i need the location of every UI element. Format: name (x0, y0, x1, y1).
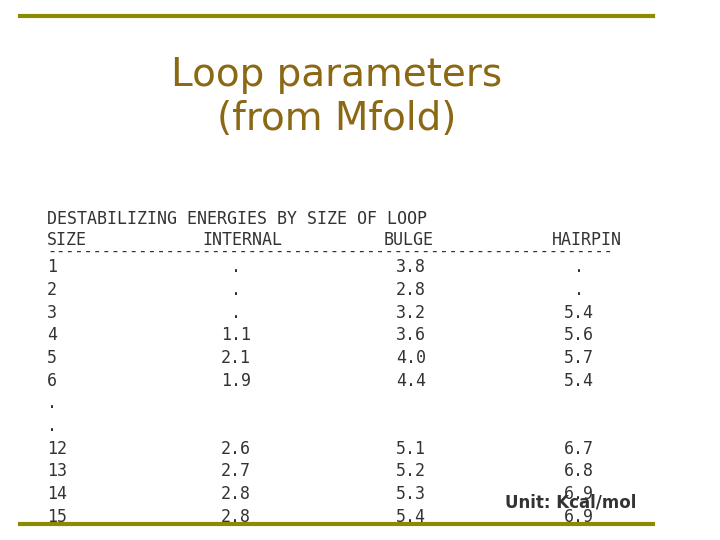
Text: 12: 12 (47, 440, 67, 458)
Text: Loop parameters
(from Mfold): Loop parameters (from Mfold) (171, 56, 502, 138)
Text: 3: 3 (47, 303, 57, 322)
Text: .: . (230, 258, 240, 276)
Text: 1.9: 1.9 (220, 372, 251, 390)
Text: --------------------------------------------------------------: ----------------------------------------… (47, 244, 613, 259)
Text: BULGE: BULGE (384, 231, 433, 249)
Text: 6.9: 6.9 (564, 508, 594, 526)
Text: 2.1: 2.1 (220, 349, 251, 367)
Text: 4.0: 4.0 (396, 349, 426, 367)
Text: 5.4: 5.4 (564, 372, 594, 390)
Text: 2.8: 2.8 (396, 281, 426, 299)
Text: HAIRPIN: HAIRPIN (552, 231, 622, 249)
Text: 2.6: 2.6 (220, 440, 251, 458)
Text: 6: 6 (47, 372, 57, 390)
Text: 6.8: 6.8 (564, 462, 594, 481)
Text: 14: 14 (47, 485, 67, 503)
Text: .: . (574, 281, 584, 299)
Text: 13: 13 (47, 462, 67, 481)
Text: 15: 15 (47, 508, 67, 526)
Text: 2.8: 2.8 (220, 485, 251, 503)
Text: 3.6: 3.6 (396, 326, 426, 345)
Text: 6.7: 6.7 (564, 440, 594, 458)
Text: 4: 4 (47, 326, 57, 345)
Text: INTERNAL: INTERNAL (202, 231, 282, 249)
Text: 2: 2 (47, 281, 57, 299)
Text: 5.4: 5.4 (564, 303, 594, 322)
Text: DESTABILIZING ENERGIES BY SIZE OF LOOP: DESTABILIZING ENERGIES BY SIZE OF LOOP (47, 210, 427, 228)
Text: 4.4: 4.4 (396, 372, 426, 390)
Text: 2.8: 2.8 (220, 508, 251, 526)
Text: .: . (47, 417, 57, 435)
Text: 5.3: 5.3 (396, 485, 426, 503)
Text: .: . (230, 281, 240, 299)
Text: .: . (47, 394, 57, 413)
Text: .: . (230, 303, 240, 322)
Text: 5.7: 5.7 (564, 349, 594, 367)
Text: 1.1: 1.1 (220, 326, 251, 345)
Text: 3.8: 3.8 (396, 258, 426, 276)
Text: 5.2: 5.2 (396, 462, 426, 481)
Text: 5.4: 5.4 (396, 508, 426, 526)
Text: Unit: Kcal/mol: Unit: Kcal/mol (505, 493, 636, 511)
Text: 5: 5 (47, 349, 57, 367)
Text: .: . (574, 258, 584, 276)
Text: SIZE: SIZE (47, 231, 87, 249)
Text: 1: 1 (47, 258, 57, 276)
Text: 3.2: 3.2 (396, 303, 426, 322)
Text: 5.6: 5.6 (564, 326, 594, 345)
Text: 5.1: 5.1 (396, 440, 426, 458)
Text: 6.9: 6.9 (564, 485, 594, 503)
Text: 2.7: 2.7 (220, 462, 251, 481)
